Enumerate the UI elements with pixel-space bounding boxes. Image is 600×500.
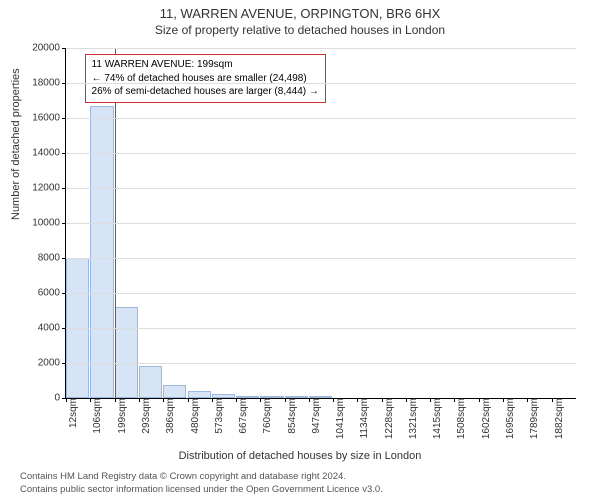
gridline [66, 188, 576, 189]
xtick-label: 1695sqm [499, 398, 516, 439]
gridline [66, 223, 576, 224]
xtick-label: 854sqm [281, 398, 298, 434]
xtick-label: 293sqm [135, 398, 152, 434]
xtick-label: 12sqm [62, 398, 79, 428]
x-axis-label: Distribution of detached houses by size … [0, 450, 600, 462]
xtick-label: 1789sqm [523, 398, 540, 439]
xtick-label: 1415sqm [426, 398, 443, 439]
chart-container: 11, WARREN AVENUE, ORPINGTON, BR6 6HX Si… [0, 0, 600, 500]
xtick-label: 1228sqm [378, 398, 395, 439]
xtick-label: 947sqm [305, 398, 322, 434]
footer-line-2: Contains public sector information licen… [20, 484, 383, 496]
annotation-line-1: 11 WARREN AVENUE: 199sqm [92, 58, 319, 72]
xtick-label: 1041sqm [329, 398, 346, 439]
ytick-label: 10000 [32, 218, 66, 229]
gridline [66, 363, 576, 364]
xtick-label: 199sqm [111, 398, 128, 434]
chart-title: 11, WARREN AVENUE, ORPINGTON, BR6 6HX [0, 0, 600, 23]
gridline [66, 293, 576, 294]
ytick-label: 4000 [38, 323, 66, 334]
footer: Contains HM Land Registry data © Crown c… [20, 471, 383, 496]
annotation-box: 11 WARREN AVENUE: 199sqm ← 74% of detach… [85, 54, 326, 103]
ytick-label: 2000 [38, 358, 66, 369]
xtick-label: 760sqm [256, 398, 273, 434]
bar [163, 385, 186, 398]
bar [139, 366, 162, 398]
annotation-line-3: 26% of semi-detached houses are larger (… [92, 85, 319, 99]
ytick-label: 18000 [32, 78, 66, 89]
gridline [66, 328, 576, 329]
gridline [66, 83, 576, 84]
y-axis-label: Number of detached properties [10, 68, 22, 220]
xtick-label: 386sqm [159, 398, 176, 434]
bar [188, 391, 211, 398]
ytick-label: 14000 [32, 148, 66, 159]
footer-line-1: Contains HM Land Registry data © Crown c… [20, 471, 383, 483]
xtick-label: 1321sqm [402, 398, 419, 439]
xtick-label: 1508sqm [450, 398, 467, 439]
xtick-label: 106sqm [86, 398, 103, 434]
xtick-label: 1134sqm [353, 398, 370, 438]
xtick-label: 667sqm [232, 398, 249, 434]
bar [115, 307, 138, 398]
plot-area: 11 WARREN AVENUE: 199sqm ← 74% of detach… [65, 48, 576, 399]
ytick-label: 8000 [38, 253, 66, 264]
gridline [66, 118, 576, 119]
ytick-label: 12000 [32, 183, 66, 194]
bar [90, 106, 113, 398]
xtick-label: 573sqm [208, 398, 225, 434]
chart-subtitle: Size of property relative to detached ho… [0, 23, 600, 39]
gridline [66, 48, 576, 49]
gridline [66, 258, 576, 259]
xtick-label: 1602sqm [475, 398, 492, 439]
ytick-label: 20000 [32, 43, 66, 54]
xtick-label: 480sqm [184, 398, 201, 434]
ytick-label: 16000 [32, 113, 66, 124]
xtick-label: 1882sqm [548, 398, 565, 439]
ytick-label: 6000 [38, 288, 66, 299]
gridline [66, 153, 576, 154]
